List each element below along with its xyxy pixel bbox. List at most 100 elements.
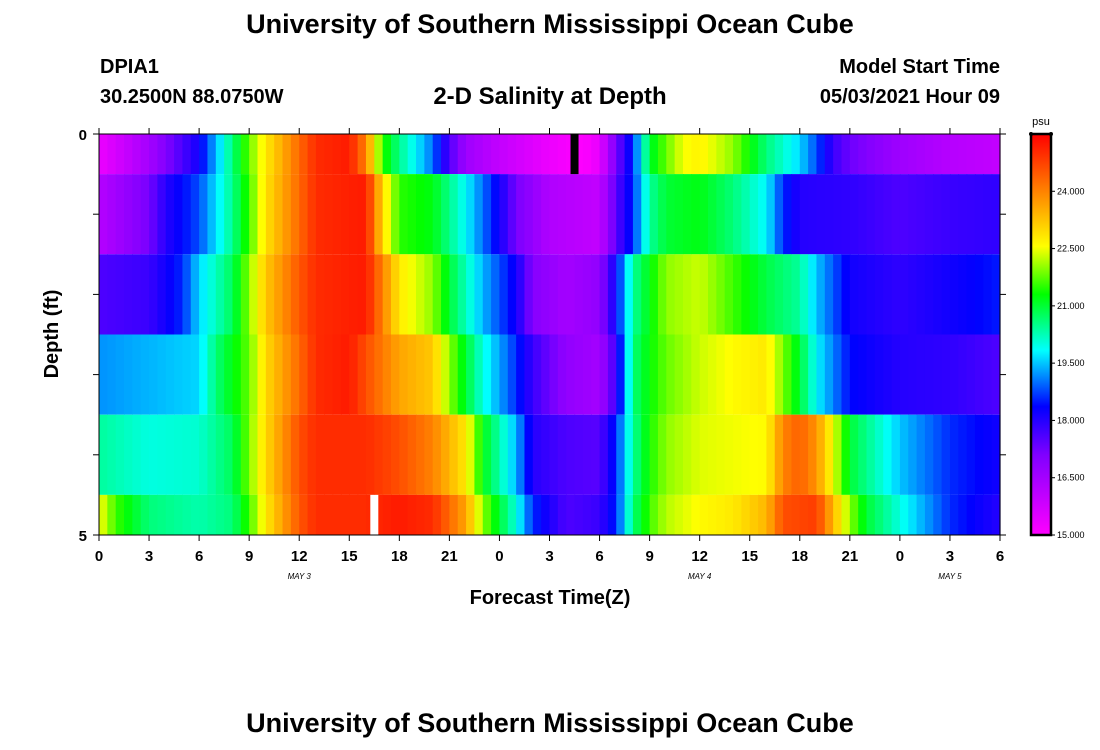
colorbar-label: 15.000 xyxy=(1057,530,1085,540)
heatmap-cell-layer-2 xyxy=(874,174,884,255)
heatmap-cell-layer-2 xyxy=(824,174,834,255)
heatmap-cell-layer-5 xyxy=(299,414,309,495)
heatmap-cell-layer-1 xyxy=(758,134,767,175)
heatmap-cell-layer-1 xyxy=(766,134,776,175)
heatmap-cell-layer-4 xyxy=(691,334,701,415)
heatmap-cell-layer-6 xyxy=(307,494,317,535)
heatmap-cell-layer-6 xyxy=(691,494,701,535)
heatmap-cell-layer-6 xyxy=(774,494,784,535)
heatmap-cell-layer-4 xyxy=(891,334,901,415)
heatmap-cell-layer-1 xyxy=(424,134,434,175)
heatmap-cell-layer-3 xyxy=(174,254,184,335)
heatmap-cell-layer-2 xyxy=(149,174,158,255)
heatmap-cell-layer-4 xyxy=(307,334,317,415)
heatmap-cell-layer-1 xyxy=(174,134,184,175)
heatmap-cell-layer-5 xyxy=(899,414,909,495)
heatmap-cell-layer-5 xyxy=(140,414,150,495)
heatmap-cell-layer-5 xyxy=(616,414,626,495)
heatmap-cell-layer-3 xyxy=(666,254,676,335)
heatmap-cell-layer-1 xyxy=(466,134,476,175)
heatmap-cell-layer-1 xyxy=(332,134,342,175)
heatmap-cell-layer-2 xyxy=(324,174,334,255)
heatmap-cell-layer-3 xyxy=(115,254,125,335)
heatmap-cell-layer-6 xyxy=(974,494,984,535)
heatmap-cell-layer-2 xyxy=(107,174,117,255)
heatmap-cell-layer-3 xyxy=(758,254,767,335)
heatmap-cell-layer-1 xyxy=(99,134,108,175)
heatmap-cell-layer-4 xyxy=(324,334,334,415)
marker-1 xyxy=(570,134,579,175)
heatmap-cell-layer-2 xyxy=(924,174,934,255)
heatmap-cell-layer-4 xyxy=(607,334,617,415)
heatmap-cell-layer-2 xyxy=(115,174,125,255)
heatmap-cell-layer-6 xyxy=(866,494,876,535)
heatmap-cell-layer-4 xyxy=(649,334,659,415)
heatmap-cell-layer-3 xyxy=(165,254,175,335)
heatmap-cell-layer-2 xyxy=(682,174,692,255)
heatmap-cell-layer-5 xyxy=(641,414,651,495)
heatmap-cell-layer-3 xyxy=(674,254,684,335)
heatmap-cell-layer-3 xyxy=(908,254,918,335)
heatmap-cell-layer-1 xyxy=(115,134,125,175)
y-axis-label: Depth (ft) xyxy=(41,290,63,379)
heatmap-cell-layer-6 xyxy=(682,494,692,535)
heatmap-cell-layer-3 xyxy=(274,254,284,335)
heatmap-cell-layer-5 xyxy=(332,414,342,495)
heatmap-cell-layer-5 xyxy=(657,414,667,495)
heatmap-cell-layer-3 xyxy=(799,254,809,335)
heatmap-cell-layer-2 xyxy=(374,174,384,255)
heatmap-cell-layer-5 xyxy=(357,414,367,495)
heatmap-cell-layer-3 xyxy=(624,254,634,335)
heatmap-cell-layer-1 xyxy=(908,134,918,175)
heatmap-cell-layer-1 xyxy=(749,134,759,175)
heatmap-cell-layer-3 xyxy=(958,254,968,335)
date-labels: MAY 3 MAY 4 MAY 5 xyxy=(288,572,963,581)
heatmap-cell-layer-1 xyxy=(599,134,609,175)
heatmap-cell-layer-2 xyxy=(933,174,943,255)
heatmap-cell-layer-4 xyxy=(140,334,150,415)
heatmap-cell-layer-1 xyxy=(549,134,559,175)
heatmap-cell-layer-5 xyxy=(265,414,275,495)
heatmap-cell-layer-2 xyxy=(582,174,592,255)
heatmap-cell-layer-2 xyxy=(541,174,551,255)
heatmap-cell-layer-5 xyxy=(499,414,509,495)
heatmap-cell-layer-4 xyxy=(149,334,158,415)
heatmap-cell-layer-5 xyxy=(849,414,859,495)
heatmap-cell-layer-5 xyxy=(691,414,701,495)
heatmap-cell-layer-2 xyxy=(624,174,634,255)
heatmap-cell-layer-3 xyxy=(249,254,259,335)
heatmap-cell-layer-6 xyxy=(115,494,125,535)
heatmap-cell-layer-3 xyxy=(282,254,292,335)
colorbar-corner xyxy=(1029,132,1033,136)
heatmap-cell-layer-1 xyxy=(140,134,150,175)
heatmap-cell-layer-6 xyxy=(149,494,158,535)
heatmap-cell-layer-2 xyxy=(466,174,476,255)
heatmap-cell-layer-1 xyxy=(507,134,517,175)
heatmap-cell-layer-6 xyxy=(474,494,484,535)
heatmap-cell-layer-4 xyxy=(774,334,784,415)
heatmap-cell-layer-5 xyxy=(249,414,259,495)
heatmap-cell-layer-2 xyxy=(315,174,325,255)
heatmap-cell-layer-4 xyxy=(541,334,551,415)
heatmap-cell-layer-6 xyxy=(199,494,209,535)
heatmap-cell-layer-3 xyxy=(599,254,609,335)
heatmap-cell-layer-6 xyxy=(324,494,334,535)
heatmap-cell-layer-6 xyxy=(507,494,517,535)
heatmap-cell-layer-5 xyxy=(466,414,476,495)
heatmap-cell-layer-6 xyxy=(349,494,359,535)
heatmap-cell-layer-4 xyxy=(224,334,234,415)
heatmap-cell-layer-4 xyxy=(240,334,250,415)
heatmap-cell-layer-4 xyxy=(299,334,309,415)
heatmap-cell-layer-6 xyxy=(791,494,801,535)
heatmap-cell-layer-6 xyxy=(482,494,492,535)
heatmap-cell-layer-6 xyxy=(966,494,976,535)
heatmap-cell-layer-6 xyxy=(499,494,509,535)
heatmap-cell-layer-3 xyxy=(532,254,542,335)
heatmap-cell-layer-3 xyxy=(849,254,859,335)
heatmap-cell-layer-4 xyxy=(482,334,492,415)
x-tick-label: 12 xyxy=(691,548,708,565)
heatmap-cell-layer-5 xyxy=(574,414,584,495)
heatmap-cell-layer-1 xyxy=(240,134,250,175)
heatmap-cell-layer-1 xyxy=(132,134,142,175)
heatmap-cell-layer-6 xyxy=(916,494,926,535)
